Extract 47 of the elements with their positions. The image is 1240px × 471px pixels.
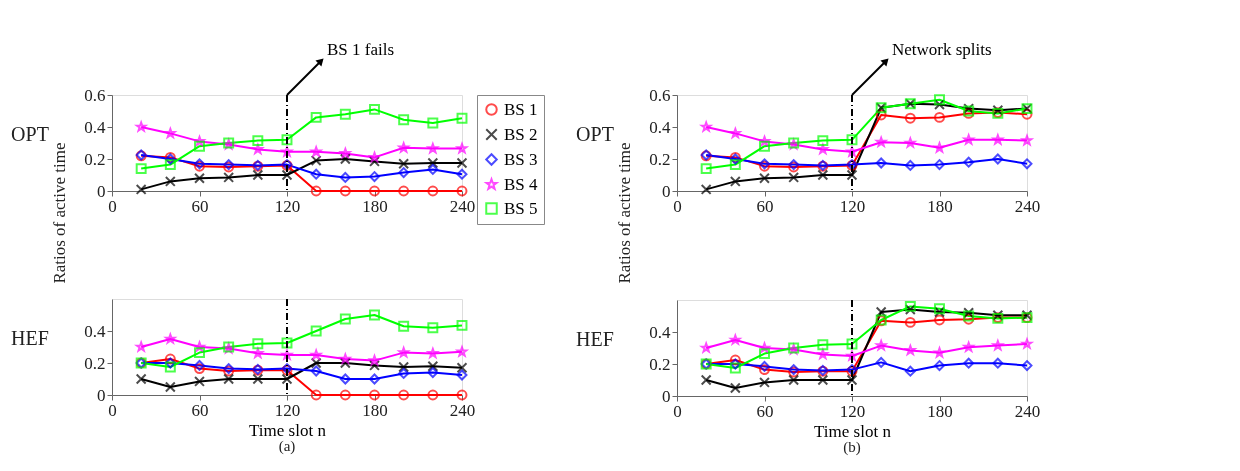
y-tick-label: 0.2: [84, 353, 106, 373]
x-tick-label: 60: [756, 196, 774, 216]
x-tick-label: 180: [927, 196, 953, 216]
x-tick-label: 240: [449, 400, 476, 420]
legend-label: BS 4: [504, 174, 539, 194]
x-tick-label: 120: [839, 196, 866, 216]
y-tick-label: 0.4: [84, 321, 106, 341]
x-tick-label: 60: [191, 400, 209, 420]
y-tick-label: 0.4: [84, 117, 106, 137]
legend-label: BS 3: [504, 149, 538, 169]
ref-line-label: BS 1 fails: [327, 40, 395, 59]
x-tick-label: 240: [1014, 196, 1041, 216]
x-tick-label: 240: [449, 196, 476, 216]
y-axis-title: Ratios of active time: [615, 142, 634, 284]
y-tick-label: 0.4: [649, 322, 671, 342]
y-tick-label: 0.6: [649, 85, 671, 105]
text: HEF: [576, 328, 614, 350]
y-tick-label: 0.2: [649, 354, 671, 374]
text: HEF: [11, 327, 49, 349]
x-tick-label: 240: [1014, 401, 1041, 421]
x-axis-title: Time slot n: [814, 421, 892, 441]
text: OPT: [576, 123, 614, 145]
text: OPT: [11, 123, 49, 145]
y-tick-label: 0.6: [84, 85, 106, 105]
y-tick-label: 0: [662, 181, 671, 201]
text: (a): [278, 438, 296, 455]
x-tick-label: 120: [274, 196, 301, 216]
legend-label: BS 1: [504, 99, 538, 119]
legend-label: BS 2: [504, 124, 538, 144]
ref-line-label: Network splits: [892, 40, 992, 59]
y-axis-title: Ratios of active time: [50, 142, 69, 284]
y-tick-label: 0: [97, 385, 106, 405]
y-tick-label: 0.2: [649, 149, 671, 169]
x-tick-label: 60: [191, 196, 209, 216]
x-axis-title: Time slot n: [249, 420, 327, 440]
x-tick-label: 60: [756, 401, 774, 421]
text: (b): [843, 439, 861, 456]
y-tick-label: 0.2: [84, 149, 106, 169]
x-tick-label: 180: [362, 196, 388, 216]
x-tick-label: 120: [839, 401, 866, 421]
legend-label: BS 5: [504, 198, 538, 218]
x-tick-label: 180: [927, 401, 953, 421]
x-tick-label: 180: [362, 400, 388, 420]
y-tick-label: 0: [97, 181, 106, 201]
y-tick-label: 0.4: [649, 117, 671, 137]
y-tick-label: 0: [662, 386, 671, 406]
x-tick-label: 120: [274, 400, 301, 420]
